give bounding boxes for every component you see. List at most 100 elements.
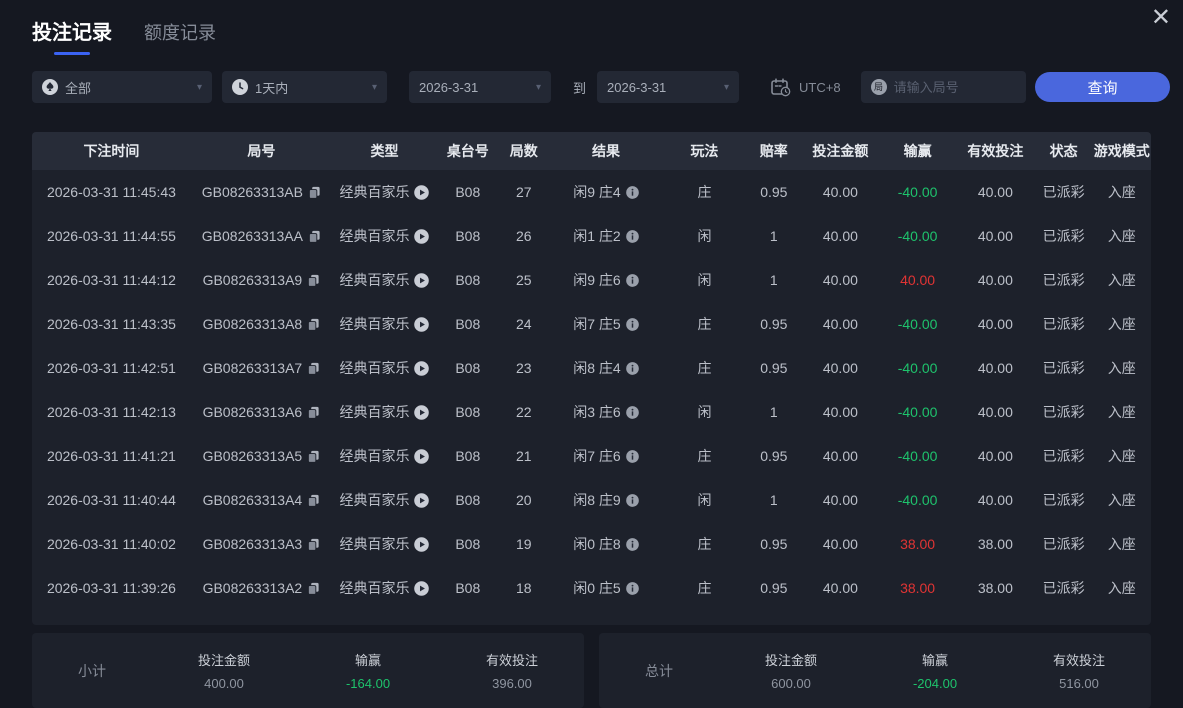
copy-icon[interactable] bbox=[307, 494, 320, 507]
play-video-icon[interactable] bbox=[414, 404, 430, 420]
round-number: 18 bbox=[515, 580, 532, 596]
game-round-id: GB08263313A9 bbox=[191, 272, 332, 288]
play-video-icon[interactable] bbox=[414, 492, 430, 508]
column-header: 结果 bbox=[591, 143, 620, 159]
status-badge: 已派彩 bbox=[1042, 272, 1085, 288]
round-search-box[interactable]: 局 bbox=[860, 71, 1026, 103]
info-icon[interactable] bbox=[625, 229, 639, 243]
chevron-down-icon: ▾ bbox=[723, 81, 730, 93]
play-video-icon[interactable] bbox=[414, 448, 430, 464]
chevron-down-icon: ▾ bbox=[196, 81, 202, 93]
copy-icon[interactable] bbox=[307, 362, 320, 375]
info-icon[interactable] bbox=[625, 361, 639, 375]
table-row: 2026-03-31 11:43:35 GB08263313A8 经典百家乐 B… bbox=[32, 302, 1151, 346]
total-valid-value: 516.00 bbox=[1059, 676, 1099, 691]
win-loss: -40.00 bbox=[897, 404, 938, 420]
timezone-value: UTC+8 bbox=[799, 79, 841, 95]
win-loss: -40.00 bbox=[897, 492, 938, 508]
copy-icon[interactable] bbox=[307, 318, 320, 331]
timezone-display: UTC+8 bbox=[771, 77, 841, 97]
valid-bet: 38.00 bbox=[977, 536, 1013, 552]
copy-icon[interactable] bbox=[308, 186, 321, 199]
status-badge: 已派彩 bbox=[1042, 228, 1085, 244]
game-type: 经典百家乐 bbox=[332, 358, 437, 378]
copy-icon[interactable] bbox=[307, 450, 320, 463]
info-icon[interactable] bbox=[625, 273, 639, 287]
play-video-icon[interactable] bbox=[414, 580, 430, 596]
summary-bar: 小计 投注金额 400.00 输赢 -164.00 有效投注 396.00 总计… bbox=[32, 633, 1151, 708]
subtotal-panel: 小计 投注金额 400.00 输赢 -164.00 有效投注 396.00 bbox=[32, 633, 584, 708]
game-type: 经典百家乐 bbox=[332, 446, 437, 466]
game-mode: 入座 bbox=[1107, 316, 1136, 332]
info-icon[interactable] bbox=[625, 185, 639, 199]
tab-quota-records[interactable]: 额度记录 bbox=[144, 23, 216, 43]
info-icon[interactable] bbox=[625, 581, 639, 595]
odds: 1 bbox=[769, 272, 778, 288]
bet-amount: 40.00 bbox=[822, 492, 858, 508]
win-loss: -40.00 bbox=[897, 316, 938, 332]
total-label: 总计 bbox=[645, 662, 673, 679]
bet-amount: 40.00 bbox=[822, 228, 858, 244]
date-to-value: 2026-3-31 bbox=[607, 79, 667, 95]
valid-bet: 40.00 bbox=[977, 228, 1013, 244]
info-icon[interactable] bbox=[625, 493, 639, 507]
info-icon[interactable] bbox=[625, 405, 639, 419]
time-range-select[interactable]: 1天内 ▾ bbox=[222, 71, 387, 103]
game-round-id: GB08263313A2 bbox=[191, 580, 332, 596]
play-video-icon[interactable] bbox=[414, 228, 430, 244]
round-search-input[interactable] bbox=[893, 79, 1016, 95]
play-video-icon[interactable] bbox=[414, 360, 430, 376]
bet-records-table: 下注时间 局号 类型 桌台号 局数 结果 玩法 赔率 投注金额 输赢 有效投注 状态 游戏模式 2026… bbox=[32, 132, 1151, 625]
close-icon[interactable]: ✕ bbox=[1150, 4, 1171, 31]
game-mode: 入座 bbox=[1107, 492, 1136, 508]
table-number: B08 bbox=[455, 580, 481, 596]
status-badge: 已派彩 bbox=[1042, 360, 1085, 376]
copy-icon[interactable] bbox=[307, 406, 320, 419]
win-loss: -40.00 bbox=[897, 448, 938, 464]
tab-bet-records[interactable]: 投注记录 bbox=[32, 16, 112, 57]
subtotal-winloss-value: -164.00 bbox=[345, 676, 391, 691]
copy-icon[interactable] bbox=[307, 538, 320, 551]
column-header: 桌台号 bbox=[446, 143, 489, 159]
play-video-icon[interactable] bbox=[414, 316, 430, 332]
bet-time: 2026-03-31 11:43:35 bbox=[46, 316, 176, 332]
info-icon[interactable] bbox=[625, 537, 639, 551]
valid-bet: 40.00 bbox=[977, 404, 1013, 420]
table-number: B08 bbox=[455, 316, 481, 332]
table-row: 2026-03-31 11:44:12 GB08263313A9 经典百家乐 B… bbox=[32, 258, 1151, 302]
bet-time: 2026-03-31 11:40:44 bbox=[46, 492, 176, 508]
bet-time: 2026-03-31 11:42:51 bbox=[46, 360, 176, 376]
total-bet-label: 投注金额 bbox=[764, 653, 817, 668]
copy-icon[interactable] bbox=[307, 582, 320, 595]
copy-icon[interactable] bbox=[307, 274, 320, 287]
table-row: 2026-03-31 11:42:51 GB08263313A7 经典百家乐 B… bbox=[32, 346, 1151, 390]
total-panel: 总计 投注金额 600.00 输赢 -204.00 有效投注 516.00 bbox=[599, 633, 1151, 708]
play-video-icon[interactable] bbox=[414, 536, 430, 552]
game-type: 经典百家乐 bbox=[332, 534, 437, 554]
play-video-icon[interactable] bbox=[414, 272, 430, 288]
bet-amount: 40.00 bbox=[822, 404, 858, 420]
info-icon[interactable] bbox=[625, 317, 639, 331]
chevron-down-icon: ▾ bbox=[535, 81, 541, 93]
copy-icon[interactable] bbox=[308, 230, 321, 243]
query-button[interactable]: 查询 bbox=[1035, 72, 1170, 102]
table-row: 2026-03-31 11:40:02 GB08263313A3 经典百家乐 B… bbox=[32, 522, 1151, 566]
game-round-id: GB08263313A7 bbox=[191, 360, 332, 376]
game-round-id: GB08263313A6 bbox=[191, 404, 332, 420]
play-video-icon[interactable] bbox=[414, 184, 430, 200]
game-round-id: GB08263313A5 bbox=[191, 448, 332, 464]
round-number-icon: 局 bbox=[870, 79, 887, 95]
date-to-select[interactable]: 2026-3-31 ▾ bbox=[597, 71, 740, 103]
game-type-select[interactable]: 全部 ▾ bbox=[32, 71, 212, 103]
bet-amount: 40.00 bbox=[822, 580, 858, 596]
clock-circle-icon bbox=[232, 79, 248, 95]
play-type: 闲 bbox=[697, 492, 712, 508]
table-header-row: 下注时间 局号 类型 桌台号 局数 结果 玩法 赔率 投注金额 输赢 有效投注 状态 游戏模式 bbox=[32, 132, 1151, 170]
play-type: 庄 bbox=[697, 316, 712, 332]
subtotal-bet-value: 400.00 bbox=[204, 676, 244, 691]
round-number: 26 bbox=[515, 228, 532, 244]
date-from-select[interactable]: 2026-3-31 ▾ bbox=[409, 71, 551, 103]
odds: 0.95 bbox=[760, 184, 788, 200]
info-icon[interactable] bbox=[625, 449, 639, 463]
odds: 1 bbox=[769, 492, 778, 508]
